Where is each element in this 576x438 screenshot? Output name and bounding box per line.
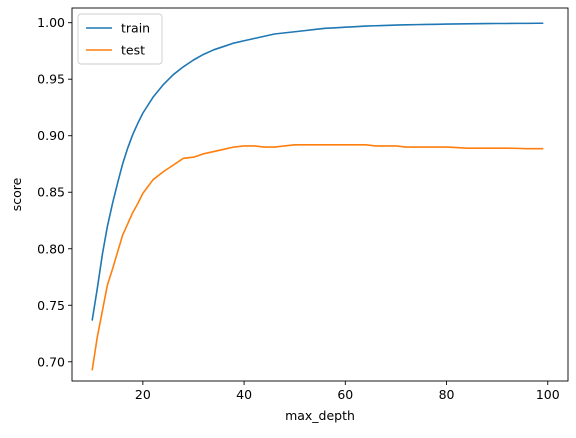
plot-frame <box>71 7 569 382</box>
y-axis-label: score <box>9 177 24 211</box>
legend-box <box>77 13 163 65</box>
x-tick-label: 40 <box>236 387 252 402</box>
y-tick-label: 0.85 <box>37 185 65 200</box>
x-tick-label: 20 <box>135 387 151 402</box>
y-tick-label: 1.00 <box>37 15 65 30</box>
x-axis-label: max_depth <box>285 408 355 423</box>
y-tick-label: 0.95 <box>37 72 65 87</box>
y-tick-label: 0.75 <box>37 298 65 313</box>
y-axis-ticks: 0.70 0.75 0.80 0.85 0.90 0.95 1.00 <box>37 15 72 369</box>
x-axis-ticks: 20 40 60 80 100 <box>135 381 560 402</box>
x-tick-label: 60 <box>337 387 353 402</box>
series-line-train <box>91 22 544 321</box>
legend-label-test: test <box>121 43 145 58</box>
series-layer <box>91 22 544 371</box>
series-line-test <box>91 143 544 371</box>
y-tick-label: 0.90 <box>37 128 65 143</box>
y-tick-label: 0.80 <box>37 241 65 256</box>
x-tick-label: 100 <box>536 387 560 402</box>
legend: train test <box>77 13 163 65</box>
x-tick-label: 80 <box>439 387 455 402</box>
plot-background <box>72 8 568 381</box>
y-tick-label: 0.70 <box>37 354 65 369</box>
legend-label-train: train <box>121 21 150 36</box>
